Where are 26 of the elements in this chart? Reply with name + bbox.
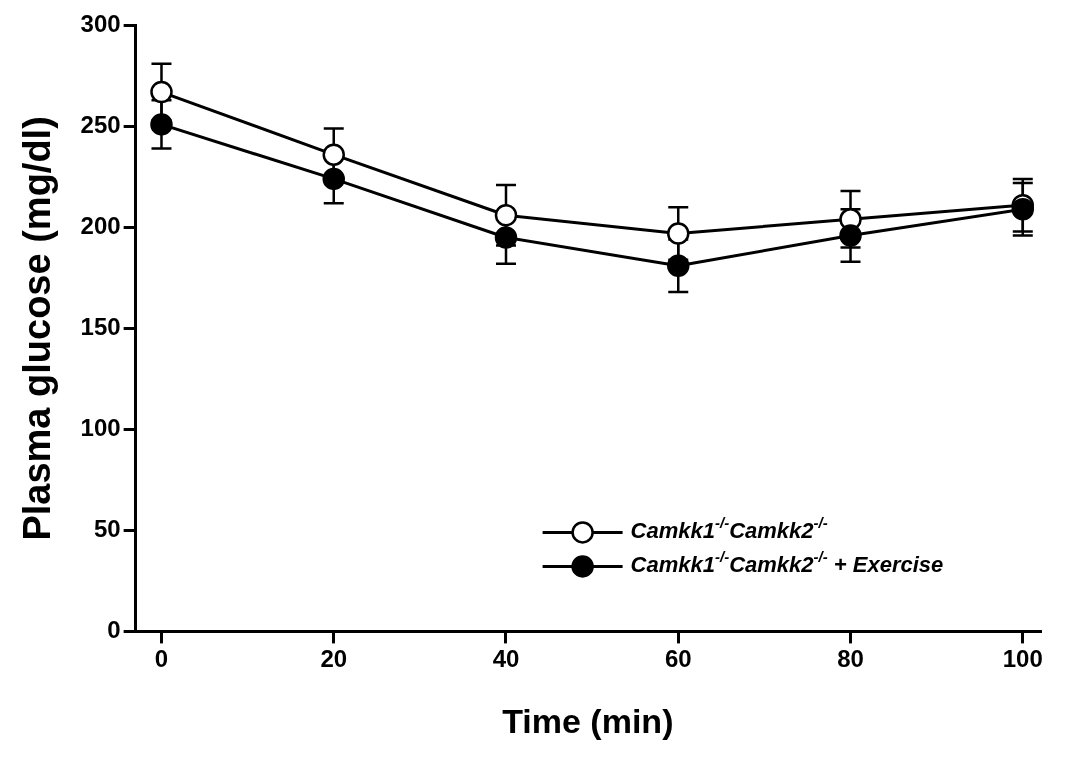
point (494, 204, 518, 227)
point (150, 80, 173, 104)
point (150, 113, 173, 136)
x-axis-title: Time (min) (502, 701, 674, 740)
y-tick-label: 0 (107, 616, 121, 644)
point (667, 254, 690, 278)
point (322, 143, 345, 166)
point (494, 226, 518, 249)
legend-label: Camkk1-/-Camkk2-/- + Exercise (630, 547, 944, 578)
y-tick-label: 250 (80, 111, 121, 139)
y-tick-label: 200 (80, 212, 121, 240)
x-tick-label: 20 (320, 645, 348, 673)
y-tick-label: 50 (93, 515, 121, 543)
x-tick-label: 40 (492, 645, 520, 673)
point (839, 224, 862, 247)
legend-label: Camkk1-/-Camkk2-/- (630, 513, 828, 544)
x-tick-label: 100 (1002, 645, 1043, 673)
y-tick-label: 300 (80, 10, 121, 38)
point (667, 222, 690, 245)
x-tick-label: 80 (837, 645, 864, 673)
y-tick-label: 100 (80, 414, 121, 442)
y-tick-label: 150 (80, 313, 121, 341)
y-axis-title: Plasma glucose (mg/dl) (16, 116, 59, 541)
x-tick-label: 0 (154, 645, 169, 673)
point (322, 167, 345, 191)
x-tick-label: 60 (664, 645, 692, 673)
